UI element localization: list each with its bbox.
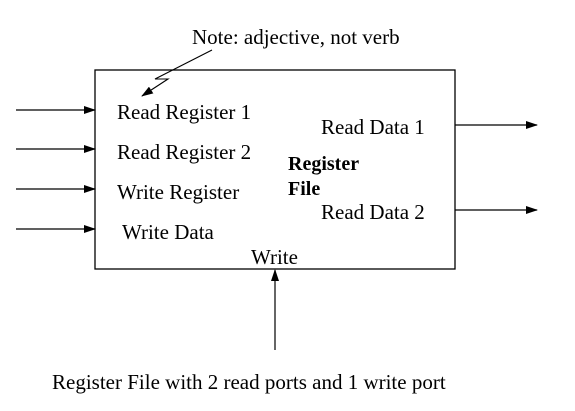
note-leader-line	[141, 49, 213, 97]
register-file-title-line1: Register	[288, 153, 360, 175]
write-register-label: Write Register	[117, 180, 240, 204]
read-data-1-label: Read Data 1	[321, 115, 425, 139]
register-file-title-line2: File	[288, 178, 321, 200]
read-data-2-label: Read Data 2	[321, 200, 425, 224]
diagram-caption: Register File with 2 read ports and 1 wr…	[52, 370, 446, 394]
register-file-title: Register File	[288, 152, 359, 202]
note-label: Note: adjective, not verb	[192, 25, 400, 49]
write-control-label: Write	[251, 245, 298, 269]
read-register-1-label: Read Register 1	[117, 100, 252, 124]
write-data-label: Write Data	[122, 220, 214, 244]
read-register-2-label: Read Register 2	[117, 140, 252, 164]
